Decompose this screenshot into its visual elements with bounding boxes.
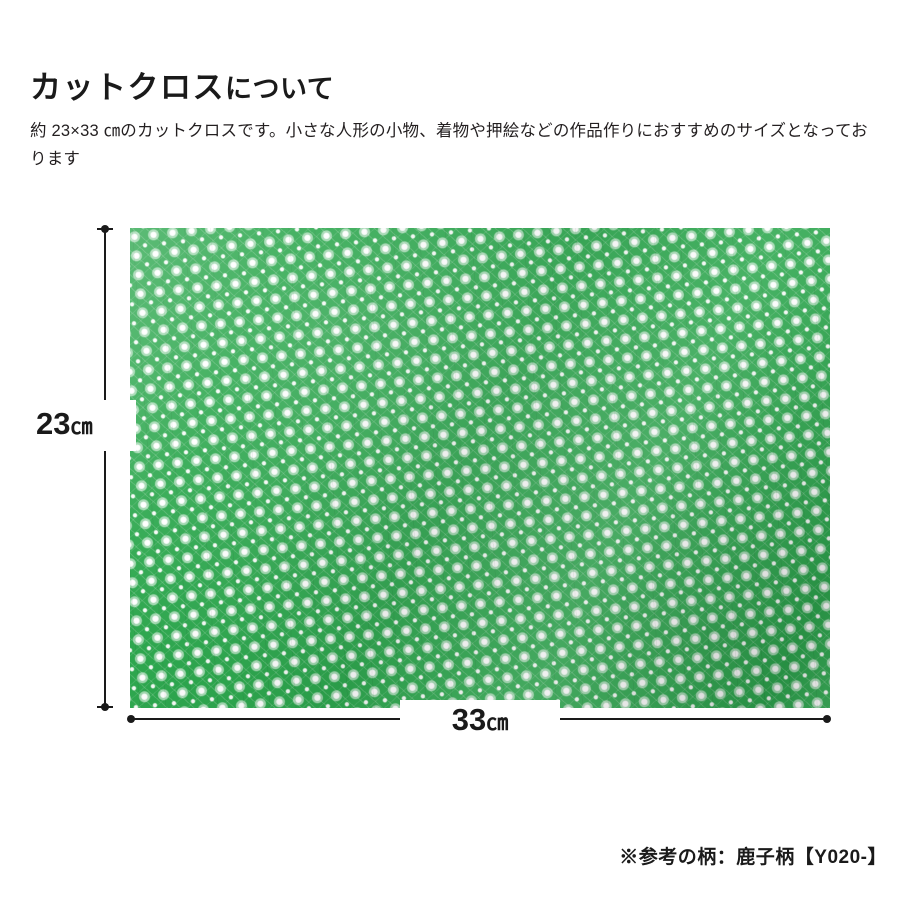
page-title: カットクロスについて [30, 62, 334, 107]
height-dimension-endpoint-bottom [101, 703, 109, 711]
height-dimension-endpoint-top [101, 225, 109, 233]
height-unit: ㎝ [70, 414, 93, 439]
width-value: 33 [451, 702, 487, 737]
page-title-sub: について [225, 74, 335, 104]
description-text: 約 23×33 ㎝のカットクロスです。小さな人形の小物、着物や押絵などの作品作り… [30, 122, 868, 168]
width-unit: ㎝ [486, 710, 509, 735]
width-dimension-endpoint-left [127, 715, 135, 723]
page-title-main: カットクロス [30, 70, 225, 105]
fabric-weave-texture [130, 228, 830, 708]
fabric-swatch-image [130, 228, 830, 708]
height-value: 23 [36, 406, 71, 441]
width-dimension-label: 33㎝ [400, 700, 560, 743]
swatch-pattern-layer [130, 228, 830, 708]
height-dimension-label: 23㎝ [36, 400, 136, 451]
reference-pattern-note: ※参考の柄：鹿子柄【Y020-】 [619, 847, 887, 868]
width-dimension-endpoint-right [823, 715, 831, 723]
fabric-shading-overlay [130, 228, 830, 708]
height-dimension-line [104, 228, 106, 708]
